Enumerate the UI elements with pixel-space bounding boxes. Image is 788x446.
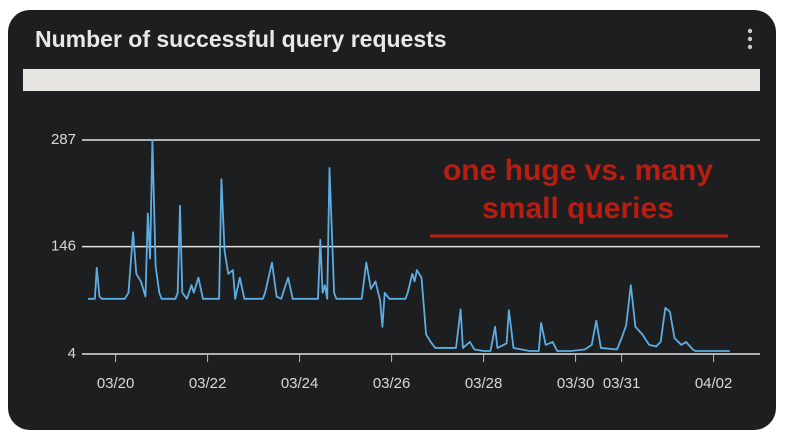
toolbar-strip bbox=[23, 69, 760, 91]
y-tick-label: 4 bbox=[68, 345, 76, 362]
annotation: small queries bbox=[482, 192, 674, 225]
x-tick-label: 03/22 bbox=[189, 375, 227, 392]
x-tick-label: 03/26 bbox=[373, 375, 411, 392]
x-tick-label: 03/30 bbox=[557, 375, 595, 392]
x-tick-label: 03/24 bbox=[281, 375, 319, 392]
panel-title: Number of successful query requests bbox=[35, 26, 447, 52]
y-tick-label: 146 bbox=[51, 238, 76, 255]
x-tick-label: 03/20 bbox=[97, 375, 135, 392]
x-tick-label: 04/02 bbox=[695, 375, 733, 392]
y-tick-label: 287 bbox=[51, 131, 76, 148]
line bbox=[88, 139, 730, 352]
annotation: one huge vs. many bbox=[443, 154, 713, 187]
x-tick-label: 03/28 bbox=[465, 375, 503, 392]
x-tick-label: 03/31 bbox=[603, 375, 641, 392]
card bbox=[8, 10, 776, 430]
menu-icon[interactable] bbox=[747, 28, 753, 50]
